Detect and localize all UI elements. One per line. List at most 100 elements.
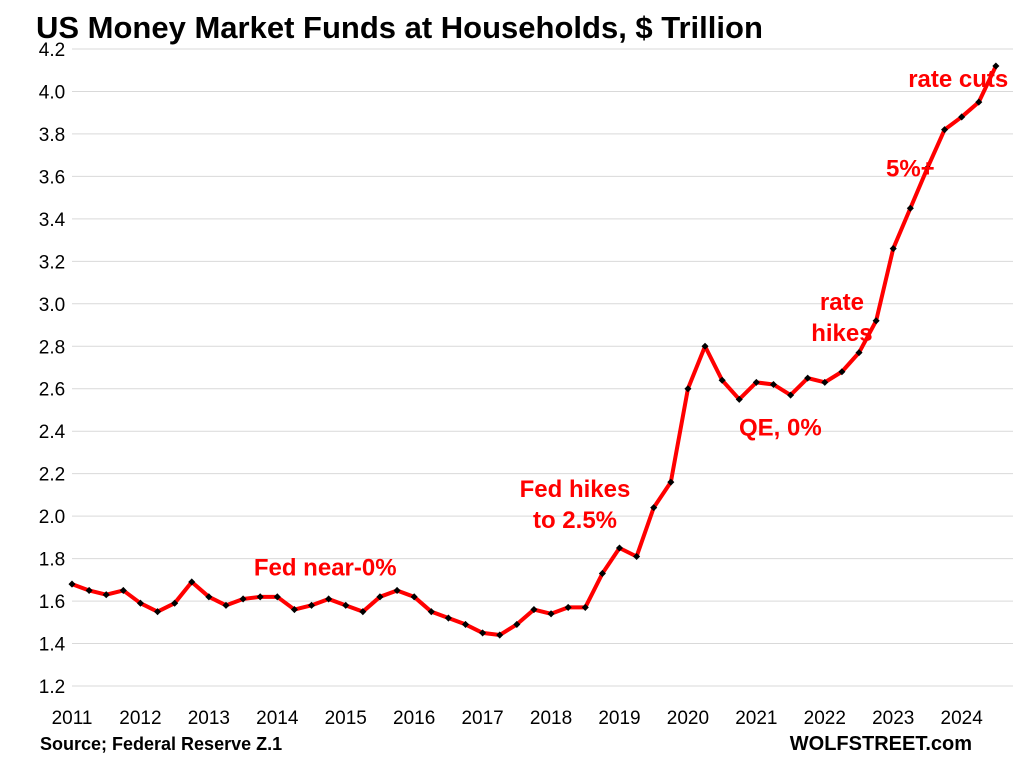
- x-tick-label: 2013: [188, 708, 230, 729]
- x-tick-label: 2024: [941, 708, 984, 729]
- x-tick-label: 2016: [393, 708, 435, 729]
- data-point: [444, 614, 452, 622]
- data-point: [975, 98, 983, 106]
- data-point: [906, 204, 914, 212]
- data-point: [307, 601, 316, 609]
- data-point: [838, 368, 846, 376]
- y-tick-label: 3.2: [39, 252, 65, 273]
- data-point: [461, 620, 470, 628]
- data-point: [598, 569, 606, 577]
- y-tick-label: 2.8: [39, 337, 65, 358]
- y-tick-label: 1.8: [39, 550, 65, 571]
- data-point: [479, 629, 487, 637]
- data-point: [376, 593, 384, 601]
- y-tick-label: 3.8: [39, 125, 65, 146]
- annotation: Fed hikes to 2.5%: [520, 476, 631, 534]
- data-point: [496, 631, 504, 639]
- data-point: [821, 378, 829, 386]
- data-point: [684, 385, 692, 393]
- annotation: 5%+: [886, 155, 935, 182]
- y-tick-label: 2.4: [39, 422, 66, 443]
- data-point: [923, 164, 931, 172]
- annotation-line: Fed hikes: [520, 476, 631, 503]
- y-tick-label: 4.0: [39, 82, 65, 103]
- x-tick-label: 2020: [667, 708, 709, 729]
- y-tick-label: 4.2: [39, 40, 65, 61]
- chart-title: US Money Market Funds at Households, $ T…: [36, 10, 763, 45]
- annotation: Fed near-0%: [254, 555, 397, 582]
- data-point: [701, 342, 709, 350]
- data-point: [564, 603, 572, 611]
- data-point: [581, 603, 589, 611]
- data-point: [222, 601, 230, 609]
- y-tick-label: 3.0: [39, 295, 65, 316]
- data-point: [136, 599, 144, 607]
- y-tick-label: 3.6: [39, 167, 65, 188]
- data-point: [633, 552, 641, 561]
- x-axis-ticks: 2011 2012 2013 2014 2015 2016 2017 2018 2019 2020…: [52, 708, 984, 729]
- y-tick-label: 1.6: [39, 592, 65, 613]
- data-point: [171, 599, 179, 607]
- data-point: [342, 601, 350, 609]
- data-point: [958, 113, 966, 121]
- x-tick-label: 2022: [804, 708, 846, 729]
- x-tick-label: 2011: [52, 708, 93, 729]
- annotation-line: to 2.5%: [533, 507, 617, 534]
- data-point: [735, 395, 743, 403]
- data-point: [273, 593, 281, 601]
- x-tick-label: 2021: [735, 708, 777, 729]
- data-point: [239, 595, 247, 603]
- data-point: [325, 595, 333, 603]
- data-point: [804, 374, 812, 382]
- x-tick-label: 2017: [461, 708, 503, 729]
- x-tick-label: 2018: [530, 708, 572, 729]
- annotation-line: rate cuts: [908, 66, 1008, 93]
- data-point: [188, 578, 196, 586]
- data-point: [872, 317, 880, 325]
- data-point: [667, 478, 675, 486]
- annotation: QE, 0%: [739, 414, 822, 441]
- y-tick-label: 1.4: [39, 635, 66, 656]
- data-point: [427, 608, 435, 616]
- data-point: [992, 62, 1000, 70]
- data-point: [718, 376, 726, 384]
- data-point: [941, 126, 949, 134]
- annotation: rate hikes: [811, 289, 872, 347]
- data-point: [393, 586, 401, 594]
- annotation-line: Fed near-0%: [254, 555, 397, 582]
- annotation-line: hikes: [811, 320, 872, 347]
- data-point: [650, 504, 658, 512]
- data-point: [359, 608, 367, 616]
- data-point: [119, 586, 127, 594]
- data-point: [102, 591, 110, 599]
- data-point: [154, 608, 162, 616]
- data-point: [410, 593, 418, 601]
- data-point: [855, 349, 863, 357]
- grid-lines: [72, 48, 1013, 687]
- data-point: [547, 610, 555, 618]
- data-point: [769, 380, 778, 389]
- y-tick-label: 2.2: [39, 465, 65, 486]
- data-point: [290, 606, 298, 614]
- brand-label: WOLFSTREET.com: [790, 733, 972, 755]
- x-tick-label: 2019: [598, 708, 640, 729]
- data-point: [68, 580, 76, 588]
- y-tick-label: 3.4: [39, 210, 66, 231]
- data-point: [256, 593, 264, 601]
- data-point: [787, 391, 795, 399]
- data-point: [530, 606, 538, 614]
- data-point: [752, 378, 760, 386]
- x-tick-label: 2015: [325, 708, 367, 729]
- data-point: [615, 544, 624, 552]
- x-tick-label: 2014: [256, 708, 299, 729]
- y-tick-label: 1.2: [39, 677, 65, 698]
- annotations: Fed near-0% Fed hikes to 2.5% QE, 0% rate hik…: [254, 66, 1008, 581]
- series-group: [68, 62, 1000, 639]
- x-tick-label: 2012: [119, 708, 161, 729]
- annotation-line: rate: [820, 289, 864, 316]
- annotation-line: 5%+: [886, 155, 935, 182]
- series-line: [70, 63, 998, 638]
- data-point: [889, 245, 897, 253]
